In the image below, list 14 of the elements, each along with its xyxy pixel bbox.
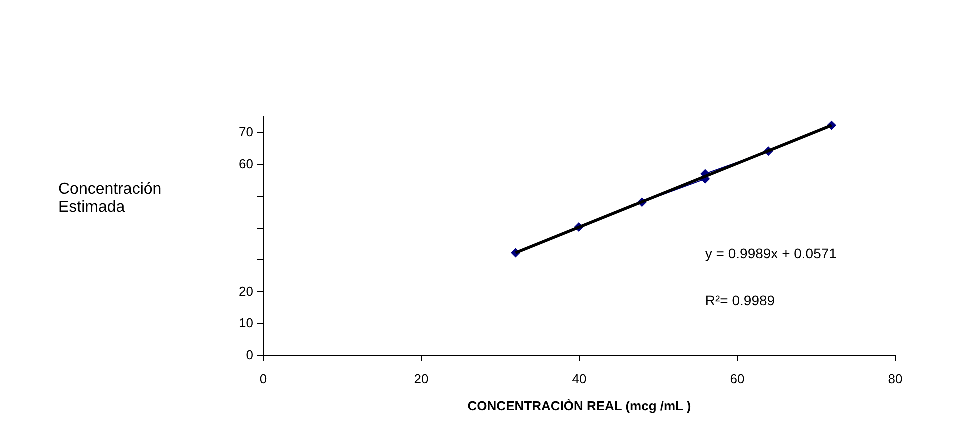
annotation: R²= 0.9989 [705, 292, 776, 309]
y-tick-label: 70 [239, 124, 254, 140]
x-tick-label: 80 [888, 372, 903, 386]
y-tick-label: 60 [239, 156, 254, 172]
y-tick-label: 0 [246, 348, 254, 362]
x-tick-label: 0 [260, 372, 268, 386]
y-axis-title: Concentración Estimada [58, 181, 162, 216]
annotation: y = 0.9989x + 0.0571 [705, 246, 838, 262]
y-tick-label: 10 [239, 316, 254, 331]
x-tick-label: 20 [414, 372, 429, 386]
x-tick-label: 60 [730, 372, 745, 386]
y-tick-label: 20 [239, 284, 254, 299]
x-axis-title: CONCENTRACIÒN REAL (mcg /mL ) [468, 398, 692, 414]
x-tick-label: 40 [572, 372, 587, 386]
